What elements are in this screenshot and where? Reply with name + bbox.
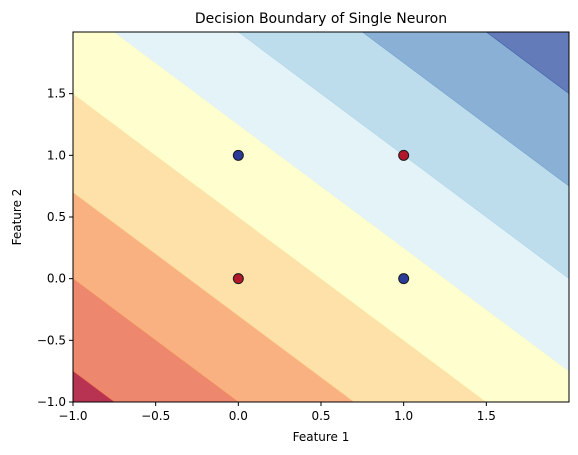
y-tick-label: −1.0 [37,395,66,409]
contour-band-4 [73,32,569,402]
y-tick-label: 1.5 [47,87,66,101]
x-tick-label: −0.5 [141,409,170,423]
data-points [232,149,410,285]
y-axis-ticks: −1.0 −0.5 0.0 0.5 1.0 1.5 [37,87,73,409]
data-point-2 [398,273,410,285]
chart-title: Decision Boundary of Single Neuron [195,11,447,27]
contour-bands [73,32,569,402]
x-tick-label: 1.0 [394,409,413,423]
contour-band-7 [361,32,569,187]
y-tick-label: 1.0 [47,148,66,162]
y-axis-label: Feature 2 [10,189,24,246]
contour-band-5 [113,32,569,372]
x-axis-ticks: −1.0 −0.5 0.0 0.5 1.0 1.5 [58,402,496,423]
data-point-0 [232,273,244,285]
x-tick-label: 0.5 [311,409,330,423]
x-tick-label: −1.0 [58,409,87,423]
x-tick-label: 1.5 [477,409,496,423]
y-tick-label: −0.5 [37,333,66,347]
data-point-1 [232,149,244,161]
data-point-3 [398,149,410,161]
contour-band-8 [485,32,569,95]
y-tick-label: 0.0 [47,272,66,286]
y-tick-label: 0.5 [47,210,66,224]
x-tick-label: 0.0 [229,409,248,423]
x-axis-label: Feature 1 [293,430,350,444]
